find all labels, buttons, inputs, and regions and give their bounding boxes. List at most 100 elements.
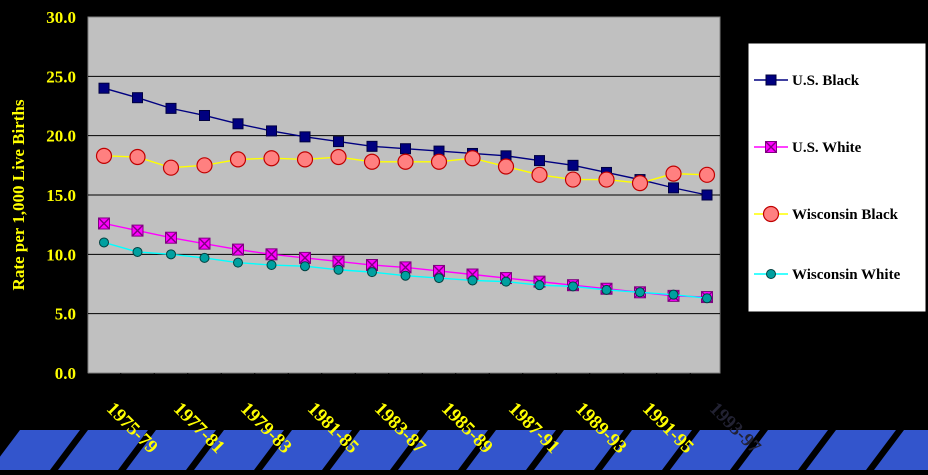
data-point [199, 252, 210, 263]
decor-stripe [58, 430, 148, 470]
series [95, 82, 716, 304]
legend: U.S. Black U.S. White Wisconsin Black Wisco… [747, 42, 927, 313]
data-point [162, 159, 180, 176]
data-point [400, 143, 411, 155]
decor-stripe [806, 430, 896, 470]
data-point [765, 74, 777, 86]
data-point [132, 246, 143, 257]
data-point [567, 159, 579, 171]
data-point-cross [98, 217, 110, 229]
decor-stripe [0, 430, 80, 470]
decor-stripe [874, 430, 928, 470]
gridlines [88, 75, 720, 315]
data-point [98, 217, 110, 230]
data-point [296, 151, 314, 168]
data-point-cross [132, 225, 143, 237]
data-point [400, 270, 411, 281]
data-point [165, 102, 177, 114]
decor-stripe [738, 430, 828, 470]
data-point [229, 151, 247, 168]
y-tick-label: 30.0 [46, 8, 76, 27]
data-point [265, 248, 278, 261]
data-point [564, 171, 582, 188]
data-point [263, 150, 280, 167]
data-point [534, 155, 545, 167]
legend-item: U.S. Black [754, 73, 860, 89]
y-tick-label: 5.0 [55, 305, 76, 324]
data-point [631, 175, 649, 192]
data-point [698, 166, 716, 183]
decor-stripe [194, 430, 284, 470]
y-tick-label: 15.0 [46, 186, 76, 205]
data-point [497, 158, 515, 175]
data-point [196, 157, 213, 174]
data-point [165, 231, 177, 244]
decor-stripe [398, 430, 488, 470]
decorative-stripes [0, 430, 928, 470]
legend-item: U.S. White [754, 140, 862, 156]
decor-stripe [262, 430, 352, 470]
data-point [434, 273, 444, 284]
data-point-cross [765, 141, 777, 153]
data-point-cross [232, 244, 244, 256]
data-point [131, 224, 144, 237]
data-point [367, 267, 377, 278]
data-point [198, 237, 211, 250]
data-point [233, 257, 243, 268]
legend-items: U.S. Black U.S. White Wisconsin Black Wisco… [754, 73, 901, 283]
data-point [363, 153, 381, 170]
decor-stripe [670, 430, 760, 470]
data-point [701, 189, 713, 201]
data-point-cross [333, 255, 344, 267]
data-point [299, 131, 311, 143]
data-point [531, 166, 548, 183]
data-point [464, 150, 481, 167]
series-wisconsin-white [99, 237, 712, 304]
data-point [601, 284, 612, 295]
data-point [199, 109, 210, 121]
y-axis-label: Rate per 1,000 Live Births [9, 99, 28, 290]
data-point-cross [266, 248, 277, 260]
data-point [598, 171, 615, 188]
data-point-cross [299, 252, 311, 264]
data-point [333, 136, 344, 148]
data-point [766, 269, 776, 279]
series-wisconsin-black [95, 147, 716, 192]
legend-box [747, 42, 927, 313]
data-point [397, 153, 414, 170]
data-point [366, 140, 378, 152]
data-point [166, 249, 176, 260]
decor-stripe [602, 430, 692, 470]
data-point [635, 287, 645, 298]
decor-stripe [126, 430, 216, 470]
data-point [99, 237, 109, 248]
y-tick-label: 20.0 [46, 127, 76, 146]
data-point [534, 280, 545, 291]
data-point-cross [433, 265, 445, 277]
legend-label: U.S. White [792, 140, 862, 156]
data-point [568, 281, 578, 292]
legend-label: U.S. Black [792, 73, 860, 89]
decor-stripe [330, 430, 420, 470]
data-point-cross [199, 238, 210, 250]
data-point [765, 141, 777, 153]
decor-stripe [534, 430, 624, 470]
data-point [300, 261, 310, 272]
data-point [762, 205, 780, 223]
data-point [665, 165, 682, 182]
data-point [702, 293, 712, 304]
data-point-cross [400, 261, 411, 273]
data-point [266, 125, 277, 137]
data-point [98, 82, 110, 94]
y-tick-label: 0.0 [55, 364, 76, 383]
data-point [232, 243, 244, 256]
data-point-cross [366, 259, 378, 271]
legend-item: Wisconsin Black [754, 205, 899, 223]
decor-stripe [466, 430, 556, 470]
data-point [232, 118, 244, 130]
y-tick-label: 10.0 [46, 245, 76, 264]
legend-label: Wisconsin White [792, 267, 901, 283]
data-point [501, 276, 511, 287]
